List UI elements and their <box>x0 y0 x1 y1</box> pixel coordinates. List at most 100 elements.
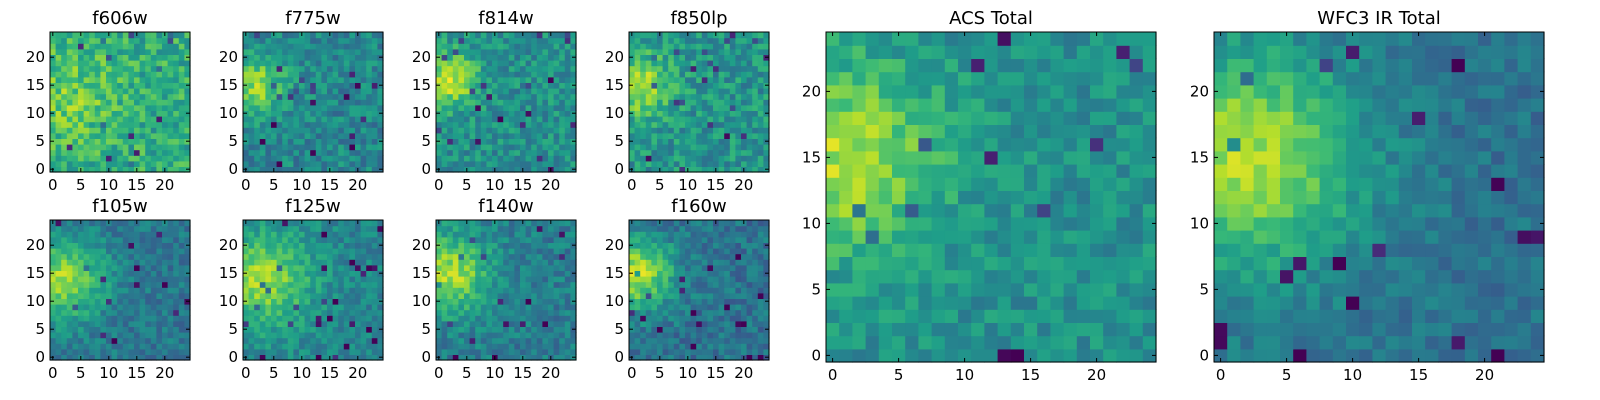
heatmap-cell <box>178 104 185 111</box>
heatmap-cell <box>377 160 384 167</box>
heatmap-cell <box>66 326 73 333</box>
heatmap-cell <box>94 337 101 344</box>
heatmap-cell <box>310 132 317 139</box>
heatmap-cell <box>640 76 647 83</box>
heatmap-cell <box>690 37 697 44</box>
heatmap-cell <box>729 292 736 299</box>
heatmap-cell <box>371 298 378 305</box>
heatmap-cell <box>548 99 555 106</box>
heatmap-cell <box>338 82 345 89</box>
heatmap-cell <box>701 276 708 283</box>
heatmap-cell <box>724 121 731 128</box>
heatmap-cell <box>366 138 373 145</box>
heatmap-cell <box>321 337 328 344</box>
heatmap-cell <box>469 337 476 344</box>
heatmap-cell <box>696 127 703 134</box>
heatmap-cell <box>741 348 748 355</box>
heatmap-cell <box>282 253 289 260</box>
heatmap-cell <box>377 348 384 355</box>
heatmap-cell <box>503 337 510 344</box>
heatmap-cell <box>299 99 306 106</box>
heatmap-cell <box>338 76 345 83</box>
heatmap-cell <box>746 93 753 100</box>
heatmap-cell <box>651 37 658 44</box>
heatmap-cell <box>173 116 180 123</box>
heatmap-cell <box>436 309 443 316</box>
heatmap-cell <box>150 320 157 327</box>
heatmap-cell <box>94 287 101 294</box>
heatmap-cell <box>741 93 748 100</box>
heatmap-cell <box>61 281 68 288</box>
heatmap-cell <box>480 225 487 232</box>
heatmap-cell <box>150 270 157 277</box>
heatmap-cell <box>690 144 697 151</box>
heatmap-cell <box>486 332 493 339</box>
heatmap-cell <box>371 76 378 83</box>
heatmap-cell <box>673 276 680 283</box>
heatmap-cell <box>679 166 686 173</box>
heatmap-cell <box>89 144 96 151</box>
heatmap-cell <box>360 88 367 95</box>
heatmap-cell <box>757 104 764 111</box>
heatmap-cell <box>243 71 250 78</box>
heatmap-cell <box>55 292 62 299</box>
heatmap-cell <box>679 116 686 123</box>
heatmap-cell <box>134 309 141 316</box>
heatmap-cell <box>634 160 641 167</box>
heatmap-cell <box>486 315 493 322</box>
heatmap-cell <box>548 270 555 277</box>
heatmap-cell <box>100 264 107 271</box>
heatmap-cell <box>447 88 454 95</box>
heatmap-cell <box>366 242 373 249</box>
heatmap-cell <box>651 281 658 288</box>
heatmap-cell <box>651 76 658 83</box>
heatmap-cell <box>673 88 680 95</box>
heatmap-cell <box>343 337 350 344</box>
heatmap-cell <box>673 99 680 106</box>
heatmap-cell <box>106 132 113 139</box>
heatmap-cell <box>701 132 708 139</box>
heatmap-cell <box>520 138 527 145</box>
heatmap-cell <box>145 65 152 72</box>
heatmap-cell <box>50 253 57 260</box>
heatmap-cell <box>343 236 350 243</box>
heatmap-cell <box>315 88 322 95</box>
heatmap-cell <box>50 287 57 294</box>
heatmap-cell <box>718 60 725 67</box>
heatmap-cell <box>293 343 300 350</box>
heatmap-cell <box>371 231 378 238</box>
heatmap-cell <box>271 270 278 277</box>
heatmap-cell <box>553 326 560 333</box>
heatmap-cell <box>634 348 641 355</box>
heatmap-cell <box>178 110 185 117</box>
heatmap-cell <box>184 65 191 72</box>
heatmap-cell <box>458 332 465 339</box>
heatmap-cell <box>78 337 85 344</box>
heatmap-cell <box>469 264 476 271</box>
heatmap-cell <box>310 37 317 44</box>
heatmap-cell <box>525 354 532 361</box>
heatmap-cell <box>503 138 510 145</box>
heatmap-cell <box>327 276 334 283</box>
heatmap-cell <box>452 37 459 44</box>
heatmap-cell <box>464 320 471 327</box>
heatmap-cell <box>178 144 185 151</box>
heatmap-cell <box>61 127 68 134</box>
heatmap-cell <box>254 60 261 67</box>
heatmap-cell <box>271 82 278 89</box>
heatmap-cell <box>243 337 250 344</box>
heatmap-cell <box>662 281 669 288</box>
heatmap-cell <box>757 88 764 95</box>
heatmap-cell <box>570 65 577 72</box>
heatmap-cell <box>122 304 129 311</box>
heatmap-cell <box>657 138 664 145</box>
heatmap-cell <box>321 225 328 232</box>
heatmap-cell <box>735 320 742 327</box>
heatmap-cell <box>536 242 543 249</box>
heatmap-cell <box>531 110 538 117</box>
heatmap-cell <box>701 93 708 100</box>
heatmap-cell <box>548 253 555 260</box>
heatmap-cell <box>162 309 169 316</box>
heatmap-cell <box>447 37 454 44</box>
heatmap-cell <box>503 320 510 327</box>
